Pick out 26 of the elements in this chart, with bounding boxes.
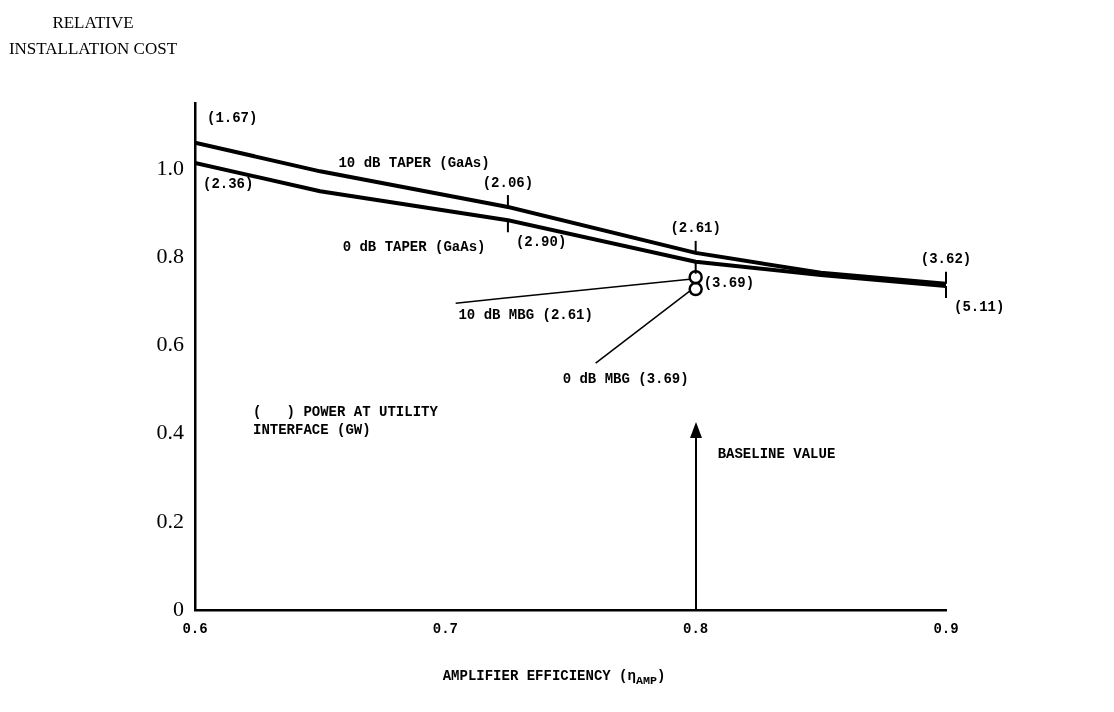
ref-line-label: BASELINE VALUE	[717, 445, 836, 462]
y-tick-label: 1.0	[156, 154, 184, 180]
annotation: ( ) POWER AT UTILITY INTERFACE (GW)	[253, 403, 439, 439]
series-label: 0 dB TAPER (GaAs)	[342, 239, 486, 256]
y-tick-label: 0.2	[156, 507, 184, 533]
y-tick-label: 0.6	[156, 331, 184, 357]
y-tick-label: 0	[173, 595, 184, 621]
text: 0 dB MBG (3.69)	[562, 370, 689, 387]
annotation: (5.11)	[954, 299, 1005, 316]
x-tick-label: 0.8	[683, 620, 709, 637]
x-tick-label: 0.9	[933, 620, 959, 637]
x-tick-label: 0.7	[432, 620, 458, 637]
annotation: (2.90)	[515, 233, 567, 250]
text: 10 dB MBG (2.61)	[458, 306, 593, 323]
y-tick-label: 0.4	[156, 419, 184, 445]
annotation: (2.36)	[203, 176, 254, 193]
series-label: 10 dB TAPER (GaAs)	[338, 154, 490, 171]
x-tick-label: 0.6	[182, 620, 208, 637]
annotation: (2.61)	[670, 220, 721, 237]
x-axis-title: AMPLIFIER EFFICIENCY (η$_{AMP}$)	[441, 668, 667, 688]
annotation: (1.67)	[207, 110, 258, 127]
annotation: (3.62)	[920, 251, 972, 268]
annotation: (2.06)	[482, 174, 534, 191]
y-axis-title: RELATIVE INSTALLATION COST	[8, 12, 178, 60]
annotation: (3.69)	[703, 275, 755, 292]
y-tick-label: 0.8	[156, 243, 184, 269]
